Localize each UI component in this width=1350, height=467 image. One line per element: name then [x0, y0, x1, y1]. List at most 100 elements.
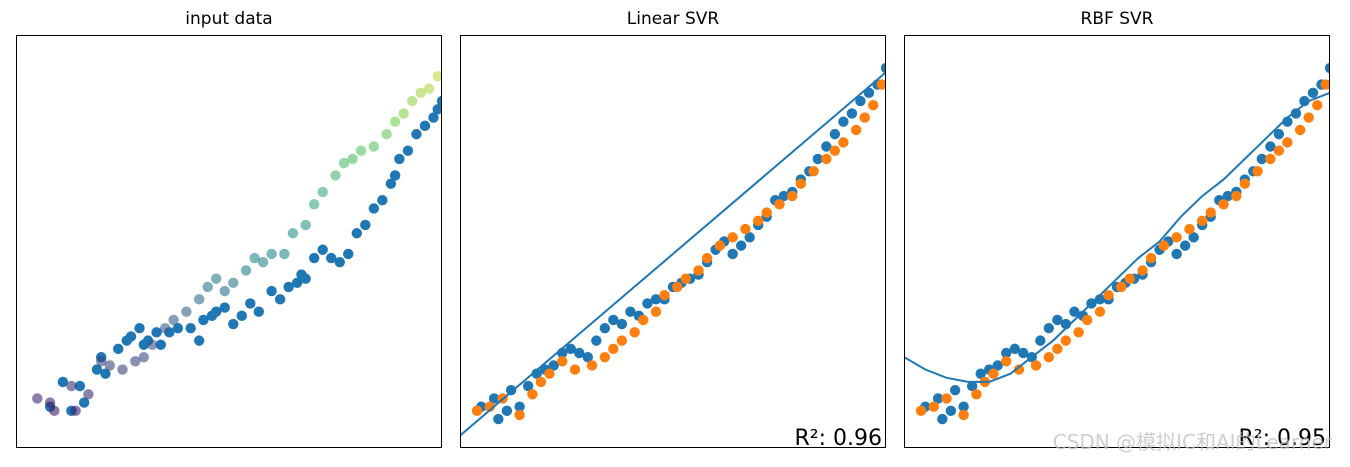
- data-point: [522, 380, 534, 392]
- axes-frame: [460, 35, 886, 448]
- data-point: [1052, 343, 1063, 355]
- data-point: [608, 343, 619, 355]
- data-point: [125, 331, 137, 342]
- data-point: [368, 141, 380, 152]
- data-point: [937, 413, 948, 425]
- data-point: [548, 360, 559, 371]
- data-point: [1001, 347, 1012, 359]
- data-point: [355, 145, 367, 156]
- data-point: [928, 401, 940, 412]
- data-point: [1231, 190, 1242, 202]
- data-point: [424, 83, 435, 94]
- data-point: [505, 384, 517, 396]
- data-point: [527, 389, 538, 400]
- data-point: [368, 203, 380, 214]
- data-point: [637, 314, 649, 326]
- data-point: [988, 368, 999, 379]
- data-point: [829, 128, 841, 140]
- data-point: [821, 153, 832, 165]
- data-point: [915, 405, 927, 417]
- data-point: [868, 100, 879, 111]
- data-point: [415, 87, 426, 99]
- rbf-svr-panel: RBF SVR R²: 0.95: [904, 9, 1330, 451]
- data-point: [680, 273, 691, 284]
- data-point: [941, 393, 952, 404]
- data-point: [1239, 178, 1251, 189]
- data-point: [958, 409, 969, 421]
- data-point: [377, 195, 388, 206]
- data-point: [70, 405, 81, 417]
- data-point: [347, 153, 358, 165]
- data-point: [778, 190, 789, 202]
- data-point: [351, 228, 362, 239]
- data-point: [531, 368, 542, 379]
- data-point: [411, 128, 422, 140]
- data-point: [91, 364, 103, 375]
- data-point: [436, 95, 442, 107]
- data-point: [1073, 327, 1084, 338]
- data-point: [735, 240, 747, 251]
- data-point: [876, 79, 886, 90]
- data-point: [419, 120, 431, 132]
- data-point: [266, 285, 277, 297]
- data-point: [1303, 112, 1314, 123]
- data-point: [389, 170, 401, 181]
- data-point: [249, 252, 260, 264]
- data-point: [753, 215, 764, 227]
- data-point: [432, 71, 442, 82]
- data-point: [228, 318, 239, 330]
- data-point: [1307, 87, 1319, 99]
- data-point: [971, 389, 982, 400]
- data-point: [1312, 100, 1323, 111]
- data-point: [1116, 281, 1127, 293]
- data-point: [1081, 314, 1093, 326]
- data-point: [701, 252, 713, 264]
- data-point: [672, 281, 683, 293]
- data-point: [544, 368, 555, 379]
- data-point: [236, 310, 247, 322]
- data-point: [185, 323, 196, 334]
- data-point: [44, 397, 56, 408]
- data-point: [168, 314, 179, 326]
- data-point: [535, 376, 547, 388]
- data-point: [334, 256, 345, 268]
- data-point: [100, 368, 111, 379]
- data-point: [1001, 356, 1012, 367]
- data-point: [958, 401, 969, 412]
- data-point: [1171, 248, 1182, 260]
- data-point: [338, 157, 350, 169]
- data-point: [385, 178, 397, 189]
- data-point: [360, 219, 371, 231]
- data-point: [501, 405, 513, 417]
- data-point: [586, 360, 598, 371]
- data-point: [117, 364, 128, 375]
- axes-frame: [904, 35, 1330, 448]
- data-point: [1265, 153, 1276, 165]
- data-point: [650, 306, 662, 317]
- data-point: [821, 141, 832, 152]
- plot-area: [460, 62, 886, 437]
- data-point: [389, 116, 401, 127]
- data-point: [1043, 323, 1055, 334]
- data-point: [855, 95, 866, 107]
- data-point: [394, 153, 405, 165]
- data-point: [880, 62, 886, 74]
- data-point: [471, 405, 483, 417]
- input-data-panel: input data: [16, 9, 442, 448]
- data-point: [569, 364, 581, 375]
- data-point: [219, 285, 230, 297]
- data-point: [625, 306, 636, 317]
- data-point: [1282, 137, 1293, 148]
- data-point: [134, 323, 145, 334]
- data-point: [291, 277, 303, 288]
- data-point: [1205, 207, 1216, 218]
- data-point: [838, 137, 849, 148]
- data-point: [32, 393, 43, 404]
- data-point: [966, 380, 978, 392]
- data-point: [1158, 240, 1170, 251]
- data-point: [202, 281, 213, 293]
- data-point: [838, 116, 849, 127]
- data-point: [859, 112, 870, 123]
- data-point: [992, 360, 1003, 371]
- data-point: [326, 252, 337, 264]
